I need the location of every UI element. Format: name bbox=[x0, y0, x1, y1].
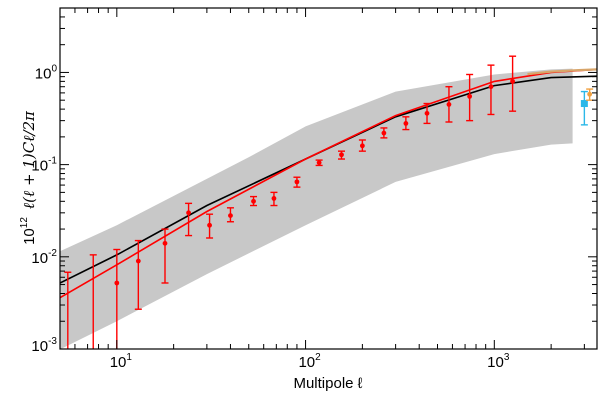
point-marker bbox=[228, 213, 233, 218]
point-marker bbox=[91, 374, 96, 379]
series-line-2 bbox=[527, 68, 597, 76]
data-point-3-0 bbox=[64, 271, 72, 379]
point-marker bbox=[510, 78, 516, 84]
data-point-3-18 bbox=[466, 73, 474, 122]
point-marker bbox=[339, 152, 344, 158]
x-tick-label: 101 bbox=[110, 352, 133, 371]
x-tick-label-exponent: 1 bbox=[126, 352, 132, 363]
y-tick-label-exponent: -3 bbox=[48, 336, 57, 347]
x-tick-label: 102 bbox=[298, 352, 321, 371]
point-marker bbox=[580, 100, 588, 108]
point-marker bbox=[135, 258, 141, 264]
point-marker bbox=[251, 198, 256, 204]
y-axis-label-expression: ℓ(ℓ + 1)Cℓ/2π bbox=[20, 110, 38, 209]
x-tick-label-base: 10 bbox=[110, 354, 127, 371]
point-marker bbox=[467, 93, 473, 99]
y-tick-label-base: 10 bbox=[31, 250, 48, 267]
y-axis-label: 1012 ℓ(ℓ + 1)Cℓ/2π bbox=[19, 110, 38, 245]
data-point-3-4 bbox=[161, 228, 169, 284]
data-point-5-0 bbox=[586, 88, 594, 101]
data-point-3-14 bbox=[380, 127, 388, 139]
point-marker bbox=[587, 91, 593, 97]
x-axis-label: Multipole ℓ bbox=[293, 375, 362, 392]
y-tick-label: 100 bbox=[35, 63, 58, 82]
point-marker bbox=[207, 222, 212, 228]
y-axis-label-text: 1012 ℓ(ℓ + 1)Cℓ/2π bbox=[19, 110, 38, 245]
point-marker bbox=[271, 196, 277, 201]
data-point-3-16 bbox=[423, 102, 431, 125]
y-axis-label-base: 10 bbox=[21, 228, 38, 245]
point-marker bbox=[488, 84, 494, 90]
axis-ticks bbox=[59, 7, 597, 350]
y-tick-label-exponent: -2 bbox=[48, 248, 57, 259]
data-point-3-8 bbox=[250, 195, 258, 207]
data-point-3-20 bbox=[509, 55, 517, 112]
data-point-3-1 bbox=[89, 254, 97, 379]
x-tick-label-base: 10 bbox=[487, 354, 504, 371]
x-tick-label-base: 10 bbox=[298, 354, 315, 371]
y-tick-label: 10-2 bbox=[31, 248, 57, 267]
data-point-3-17 bbox=[445, 86, 453, 123]
point-marker bbox=[162, 240, 168, 246]
data-point-3-2 bbox=[113, 248, 121, 349]
data-point-3-11 bbox=[315, 159, 323, 167]
point-marker bbox=[294, 179, 300, 185]
series-line-1 bbox=[60, 68, 597, 299]
y-tick-label-base: 10 bbox=[35, 65, 52, 82]
point-marker bbox=[446, 102, 452, 107]
point-marker bbox=[403, 121, 409, 126]
y-tick-label: 10-3 bbox=[31, 336, 57, 355]
point-marker bbox=[114, 280, 120, 286]
data-point-3-13 bbox=[358, 139, 366, 152]
data-point-4-0 bbox=[580, 90, 588, 126]
point-marker bbox=[424, 110, 430, 116]
y-tick-label-exponent: 0 bbox=[51, 63, 57, 74]
uncertainty-band bbox=[60, 68, 573, 349]
data-point-3-9 bbox=[270, 191, 278, 207]
point-marker bbox=[359, 143, 365, 149]
plot-area bbox=[60, 55, 597, 379]
data-point-3-10 bbox=[293, 176, 301, 188]
y-tick-label-exponent: -1 bbox=[48, 156, 57, 167]
data-point-3-7 bbox=[226, 207, 234, 223]
data-point-3-3 bbox=[134, 239, 142, 310]
data-point-3-12 bbox=[337, 150, 345, 160]
point-marker bbox=[186, 210, 191, 216]
point-marker bbox=[65, 374, 70, 379]
data-point-3-19 bbox=[487, 64, 495, 116]
x-tick-label-exponent: 3 bbox=[504, 352, 510, 363]
y-axis-label-exponent: 12 bbox=[19, 217, 30, 229]
y-tick-label-base: 10 bbox=[31, 338, 48, 355]
data-point-3-6 bbox=[206, 213, 214, 239]
data-point-3-5 bbox=[185, 202, 193, 237]
x-tick-label: 103 bbox=[487, 352, 510, 371]
point-marker bbox=[316, 160, 322, 166]
point-marker bbox=[381, 130, 387, 136]
y-tick-label-base: 10 bbox=[31, 158, 48, 175]
data-point-3-15 bbox=[402, 116, 410, 131]
y-tick-label: 10-1 bbox=[31, 156, 57, 175]
x-tick-label-exponent: 2 bbox=[315, 352, 321, 363]
